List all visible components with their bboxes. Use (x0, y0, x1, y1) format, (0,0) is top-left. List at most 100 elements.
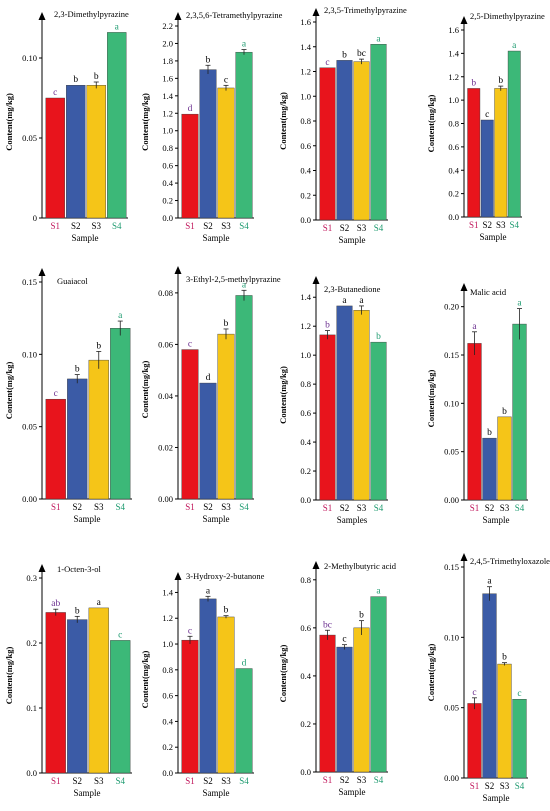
x-tick-label: S4 (239, 221, 249, 231)
x-tick-label: S2 (482, 220, 492, 230)
bar-s2 (199, 69, 217, 219)
x-axis-label: Sample (74, 788, 101, 798)
x-tick-label: S2 (203, 502, 213, 512)
significance-letter: a (115, 22, 120, 32)
x-tick-label: S3 (357, 223, 367, 233)
bar-s4 (370, 44, 387, 221)
significance-letter: c (342, 635, 346, 645)
y-tick-label: 0.00 (22, 494, 37, 504)
y-tick-label: 0.10 (22, 349, 37, 359)
x-tick-label: S3 (221, 221, 231, 231)
x-tick-label: S3 (94, 776, 104, 786)
y-tick-label: 0.06 (158, 339, 173, 349)
significance-letter: a (376, 34, 381, 44)
x-tick-label: S2 (485, 503, 495, 513)
x-tick-label: S2 (203, 221, 213, 231)
chart-title: 1-Octen-3-ol (57, 564, 102, 574)
x-tick-label: S3 (500, 781, 510, 791)
x-tick-label: S2 (72, 776, 82, 786)
y-tick-label: 0.15 (444, 562, 459, 572)
significance-letter: d (206, 373, 211, 383)
bar-s2 (199, 382, 217, 500)
x-axis-label: Sample (480, 232, 507, 242)
y-tick-label: 0.3 (26, 573, 37, 583)
x-axis-label: Sample (203, 233, 230, 243)
x-tick-label: S4 (115, 776, 125, 786)
bar-s4 (235, 51, 253, 219)
y-tick-label: 0.05 (22, 133, 37, 143)
y-tick-label: 0.4 (300, 166, 311, 176)
y-tick-label: 1.4 (300, 292, 311, 302)
bar-chart-2: 0.0 0.2 0.4 0.6 0.8 1.0 1.2 1.4 1.6 1.8 2.0 2.2 d S1 b… (140, 10, 283, 243)
significance-letter: b (73, 75, 78, 85)
y-tick-label: 0.4 (300, 437, 311, 447)
x-axis-label: Sample (72, 233, 99, 243)
y-axis-label: Content(mg/kg) (278, 366, 288, 424)
bar-s1 (467, 88, 481, 218)
y-axis-label: Content(mg/kg) (4, 647, 14, 705)
bar-s3 (88, 359, 109, 500)
y-tick-label: 0.00 (158, 494, 173, 504)
significance-letter: c (224, 75, 228, 85)
y-tick-label: 1.4 (162, 91, 173, 101)
y-axis-label: Content(mg/kg) (140, 93, 150, 151)
significance-letter: c (188, 626, 192, 636)
bar-s1 (45, 97, 65, 219)
significance-letter: c (118, 630, 122, 640)
chart-title: Malic acid (470, 287, 507, 297)
significance-letter: bc (357, 49, 366, 59)
x-tick-label: S3 (221, 502, 231, 512)
x-tick-label: S1 (323, 223, 333, 233)
significance-letter: ab (51, 599, 60, 609)
significance-letter: b (502, 653, 507, 663)
y-tick-label: 0.6 (300, 141, 311, 151)
y-tick-label: 1.0 (300, 91, 311, 101)
x-tick-label: S2 (203, 776, 213, 786)
significance-letter: a (97, 598, 102, 608)
bar-s4 (110, 328, 131, 500)
significance-letter: b (224, 606, 229, 616)
x-tick-label: S4 (374, 503, 384, 513)
y-tick-label: 0.6 (300, 623, 311, 633)
y-tick-label: 0.05 (444, 447, 459, 457)
y-tick-label: 0.1 (26, 703, 37, 713)
y-tick-label: 0.0 (162, 768, 173, 778)
y-tick-label: 0.8 (300, 116, 311, 126)
y-tick-label: 0.2 (300, 466, 311, 476)
x-tick-label: S3 (500, 503, 510, 513)
bar-s2 (199, 598, 217, 774)
y-tick-label: 0.4 (448, 165, 459, 175)
y-axis-arrow (174, 266, 182, 274)
bar-s1 (467, 343, 482, 501)
y-axis-label: Content(mg/kg) (426, 370, 436, 428)
bar-s3 (497, 416, 512, 501)
y-tick-label: 1.0 (162, 639, 173, 649)
significance-letter: c (325, 58, 329, 68)
y-tick-label: 0.08 (158, 288, 173, 298)
x-tick-label: S1 (51, 776, 61, 786)
y-tick-label: 0 (33, 213, 37, 223)
bar-s3 (86, 84, 106, 219)
y-axis-arrow (174, 572, 182, 580)
bar-s4 (235, 668, 253, 774)
bar-chart-4: 0.0 0.2 0.4 0.6 0.8 1.0 1.2 1.4 1.6 b S1 c S2 b S3 a S4 2… (426, 11, 545, 242)
bar-s1 (45, 612, 66, 774)
bar-chart-12: 0.00 0.05 0.10 0.15 c S1 a S2 b S3 c S4 2,4,5-Trimet… (426, 553, 550, 803)
significance-letter: c (485, 110, 489, 120)
y-tick-label: 1.6 (162, 73, 173, 83)
y-axis-label: Content(mg/kg) (4, 93, 14, 151)
significance-letter: a (512, 41, 517, 51)
y-tick-label: 1.6 (448, 25, 459, 35)
significance-letter: a (487, 577, 492, 587)
x-tick-label: S4 (115, 502, 125, 512)
y-tick-label: 0.2 (162, 196, 173, 206)
significance-letter: c (54, 389, 58, 399)
significance-letter: c (188, 340, 192, 350)
y-tick-label: 0.02 (158, 442, 173, 452)
bar-chart-11: 0.0 0.2 0.4 0.6 0.8 bc S1 c S2 b S3 a S4 2-Methylbuty… (278, 561, 397, 797)
significance-letter: b (487, 428, 492, 438)
y-tick-label: 0.2 (162, 742, 173, 752)
chart-title: 2,3-Dimethylpyrazine (54, 9, 129, 19)
significance-letter: a (376, 587, 381, 597)
x-tick-label: S1 (323, 503, 333, 513)
